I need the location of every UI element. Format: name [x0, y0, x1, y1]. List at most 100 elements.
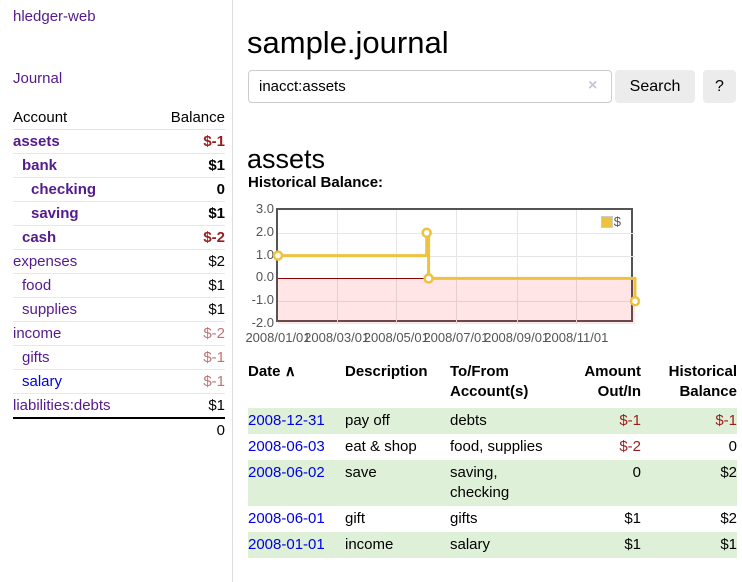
sidebar-account-cash[interactable]: cash: [22, 229, 57, 246]
app-title-link[interactable]: hledger-web: [13, 8, 96, 25]
sidebar-account-bank[interactable]: bank: [22, 157, 58, 174]
account-name-cell: liabilities:debts: [13, 393, 150, 419]
account-balance: $-1: [149, 369, 225, 394]
account-row: salary $-1: [13, 369, 225, 394]
accounts-header-account: Account: [13, 106, 150, 130]
sidebar-account-expenses[interactable]: expenses: [13, 253, 78, 270]
account-row: assets $-1: [13, 129, 225, 154]
x-tick-label: 2008/01/01: [245, 330, 311, 345]
transactions-header-row: Date ∧ Description To/From Account(s) Amount…: [248, 362, 737, 408]
search-button[interactable]: Search: [615, 70, 695, 103]
horizontal-gridline: [278, 301, 635, 302]
account-balance: $1: [149, 393, 225, 419]
transaction-date-link[interactable]: 2008-06-01: [248, 510, 325, 527]
accounts-total-spacer: [13, 417, 150, 442]
transaction-date-link[interactable]: 2008-01-01: [248, 536, 325, 553]
sidebar-account-income[interactable]: income: [13, 325, 62, 342]
series-marker: [629, 295, 641, 307]
sidebar: hledger-web Journal Account Balance asse…: [0, 0, 233, 582]
column-header-line1: Date ∧: [248, 363, 296, 380]
transaction-amount: $1: [624, 510, 641, 527]
account-balance: $-1: [149, 345, 225, 370]
transaction-balance: $-1: [715, 412, 737, 429]
help-button[interactable]: ?: [703, 70, 736, 103]
account-balance: $1: [149, 153, 225, 178]
sidebar-account-salary[interactable]: salary: [22, 373, 63, 390]
column-header-description[interactable]: Description: [345, 362, 450, 408]
transaction-amount: $1: [624, 536, 641, 553]
vertical-gridline: [576, 210, 577, 324]
search-input[interactable]: [248, 70, 612, 103]
transaction-date-link[interactable]: 2008-12-31: [248, 412, 325, 429]
column-header-historical[interactable]: Historical Balance: [641, 362, 737, 408]
horizontal-gridline: [278, 233, 635, 234]
account-row: gifts $-1: [13, 345, 225, 370]
transaction-date-link[interactable]: 2008-06-03: [248, 438, 325, 455]
transaction-balance: $2: [720, 464, 737, 481]
transaction-description: gift: [345, 510, 366, 527]
transaction-accounts: saving, checking: [450, 464, 510, 501]
column-header-line2: Out/In: [597, 383, 641, 400]
transaction-description: pay off: [345, 412, 390, 429]
account-name-cell: food: [13, 273, 150, 298]
account-balance: $-2: [149, 225, 225, 250]
search-bar: × Search ?: [248, 70, 737, 103]
transaction-date-cell: 2008-06-01: [248, 506, 345, 532]
account-balance: 0: [149, 177, 225, 202]
transactions-table: Date ∧ Description To/From Account(s) Amount…: [248, 362, 737, 558]
account-name-cell: assets: [13, 129, 150, 154]
series-marker: [272, 250, 284, 261]
account-name-cell: salary: [13, 369, 150, 394]
chart-plot: $: [272, 208, 641, 324]
chart-title: Historical Balance:: [248, 174, 384, 191]
sidebar-item-journal[interactable]: Journal: [13, 70, 63, 87]
sidebar-account-gifts[interactable]: gifts: [22, 349, 50, 366]
column-header-date[interactable]: Date ∧: [248, 362, 345, 408]
transaction-date-cell: 2008-06-03: [248, 434, 345, 460]
column-header-line2: Account(s): [450, 383, 529, 400]
transaction-row: 2008-01-01 income salary $1 $1: [248, 532, 737, 558]
transaction-accounts: gifts: [450, 510, 478, 527]
column-header-line1: Amount: [584, 363, 641, 380]
transaction-amount: 0: [632, 464, 641, 481]
series-marker: [421, 227, 432, 239]
account-title: assets: [247, 144, 326, 175]
account-row: expenses $2: [13, 249, 225, 274]
sidebar-account-liabilities-debts[interactable]: liabilities:debts: [13, 397, 111, 414]
horizontal-gridline: [278, 256, 635, 257]
y-tick-label: 2.0: [255, 223, 274, 239]
account-row: supplies $1: [13, 297, 225, 322]
column-header-amount[interactable]: Amount Out/In: [562, 362, 641, 408]
column-header-line1: To/From: [450, 363, 509, 380]
transaction-date-cell: 2008-01-01: [248, 532, 345, 558]
transaction-description: eat & shop: [345, 438, 417, 455]
sidebar-account-supplies[interactable]: supplies: [22, 301, 78, 318]
account-balance: $1: [149, 273, 225, 298]
account-balance: $1: [149, 297, 225, 322]
accounts-table: Account Balance assets $-1 bank $1 checking 0…: [13, 106, 225, 442]
sidebar-account-assets[interactable]: assets: [13, 133, 60, 150]
transaction-balance: 0: [728, 438, 737, 455]
account-name-cell: expenses: [13, 249, 150, 274]
y-tick-label: 3.0: [255, 201, 274, 216]
legend-swatch: [600, 215, 613, 228]
y-tick-label: 0.0: [255, 269, 274, 285]
accounts-total-row: 0: [13, 417, 225, 442]
sidebar-account-checking[interactable]: checking: [31, 181, 97, 198]
page-title: sample.journal: [247, 24, 449, 60]
account-name-cell: gifts: [13, 345, 150, 370]
transactions-tbody: 2008-12-31 pay off debts $-1 $-1 2008-06-03 ea…: [248, 408, 737, 558]
sidebar-account-saving[interactable]: saving: [31, 205, 79, 222]
y-tick-label: -1.0: [251, 292, 274, 308]
historical-balance-chart: 3.0 2.0 1.0 0.0 -1.0 -2.0 $ 2008/01/01 2008/03…: [245, 201, 688, 350]
accounts-header-balance: Balance: [149, 106, 225, 130]
account-name-cell: bank: [13, 153, 150, 178]
transaction-row: 2008-06-01 gift gifts $1 $2: [248, 506, 737, 532]
transaction-date-link[interactable]: 2008-06-02: [248, 464, 325, 481]
vertical-gridline: [456, 210, 457, 324]
sidebar-account-food[interactable]: food: [22, 277, 52, 294]
column-header-tofrom[interactable]: To/From Account(s): [450, 362, 562, 408]
account-name-cell: checking: [13, 177, 150, 202]
account-row: liabilities:debts $1: [13, 393, 225, 419]
clear-search-icon[interactable]: ×: [588, 77, 598, 94]
